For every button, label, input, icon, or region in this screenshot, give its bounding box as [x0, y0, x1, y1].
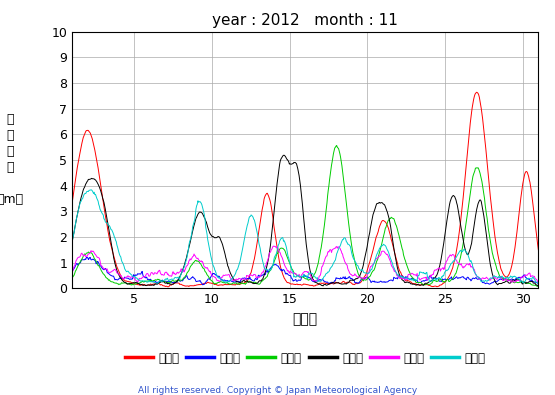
- 屋久島: [362, 271, 369, 276]
- 生月島: [173, 272, 179, 276]
- X-axis label: （日）: （日）: [292, 312, 318, 326]
- Line: 屋久島: 屋久島: [72, 190, 538, 284]
- 江ノ島: [535, 282, 542, 287]
- 江ノ島: [83, 255, 90, 260]
- Y-axis label: 有
義
波
高

（m）: 有 義 波 高 （m）: [0, 113, 23, 207]
- 上ノ国: [165, 284, 171, 289]
- 経ヶ峬: [173, 280, 179, 285]
- 生月島: [69, 271, 75, 276]
- 経ヶ峬: [77, 197, 84, 202]
- 上ノ国: [473, 90, 480, 95]
- 上ノ国: [362, 272, 369, 277]
- 経ヶ峬: [125, 282, 132, 286]
- 上ノ国: [69, 201, 75, 205]
- 江ノ島: [377, 279, 384, 284]
- 経ヶ峬: [197, 210, 204, 214]
- 上ノ国: [77, 147, 84, 152]
- 上ノ国: [376, 224, 383, 229]
- 石廀崎: [77, 259, 84, 264]
- 屋久島: [126, 271, 133, 275]
- 石廀崎: [173, 279, 179, 284]
- 生月島: [125, 274, 132, 279]
- 屋久島: [535, 282, 542, 287]
- 屋久島: [198, 201, 204, 205]
- Line: 生月島: 生月島: [72, 246, 538, 284]
- 江ノ島: [198, 280, 204, 285]
- 屋久島: [88, 188, 94, 192]
- 石廀崎: [362, 278, 369, 282]
- 上ノ国: [173, 280, 180, 285]
- 江ノ島: [69, 269, 75, 274]
- 生月島: [535, 281, 542, 286]
- Line: 石廀崎: 石廀崎: [72, 145, 538, 286]
- 石廀崎: [69, 276, 75, 280]
- 経ヶ峬: [69, 239, 75, 244]
- 経ヶ峬: [281, 153, 287, 158]
- 生月島: [197, 259, 204, 264]
- 石廀崎: [334, 143, 340, 148]
- 上ノ国: [198, 282, 204, 287]
- Title: year : 2012   month : 11: year : 2012 month : 11: [213, 13, 398, 28]
- 江ノ島: [126, 277, 133, 282]
- 屋久島: [77, 199, 84, 204]
- 屋久島: [69, 241, 75, 245]
- 江ノ島: [173, 280, 180, 284]
- 石廀崎: [197, 261, 204, 266]
- Line: 江ノ島: 江ノ島: [72, 258, 538, 285]
- Text: All rights reserved. Copyright © Japan Meteorological Agency: All rights reserved. Copyright © Japan M…: [138, 386, 417, 395]
- 屋久島: [376, 246, 383, 251]
- Line: 上ノ国: 上ノ国: [72, 92, 538, 287]
- 屋久島: [173, 276, 180, 280]
- 石廀崎: [125, 281, 132, 286]
- 上ノ国: [535, 247, 542, 252]
- 生月島: [376, 254, 383, 259]
- 石廀崎: [376, 250, 383, 255]
- 石廀崎: [535, 284, 542, 289]
- Line: 経ヶ峬: 経ヶ峬: [72, 155, 538, 286]
- 経ヶ峬: [376, 200, 383, 205]
- 江ノ島: [199, 282, 206, 287]
- 経ヶ峬: [362, 251, 369, 256]
- 生月島: [270, 244, 276, 248]
- 上ノ国: [125, 279, 132, 284]
- 経ヶ峬: [535, 284, 542, 288]
- 江ノ島: [363, 275, 370, 280]
- 生月島: [77, 253, 84, 258]
- 江ノ島: [77, 260, 84, 265]
- Legend: 上ノ国, 江ノ島, 石廀崎, 経ヶ峬, 生月島, 屋久島: 上ノ国, 江ノ島, 石廀崎, 経ヶ峬, 生月島, 屋久島: [119, 347, 491, 371]
- 生月島: [362, 276, 369, 281]
